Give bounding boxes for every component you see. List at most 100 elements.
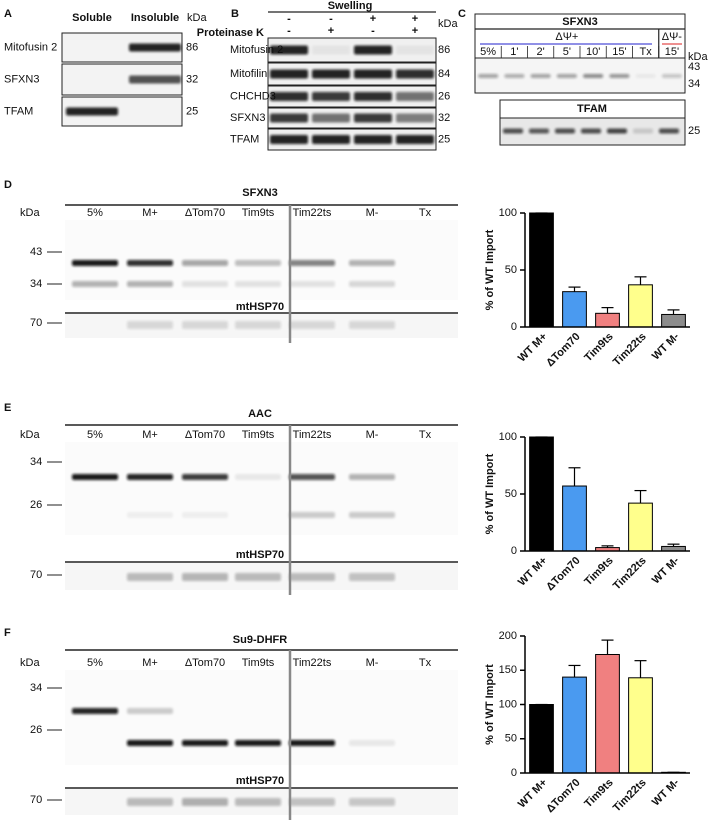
bar bbox=[595, 653, 620, 774]
bar bbox=[628, 284, 653, 328]
band bbox=[235, 260, 281, 266]
band bbox=[129, 75, 181, 84]
band bbox=[235, 798, 281, 806]
x-tick-label: Tim22ts bbox=[611, 331, 649, 369]
x-tick-label: WT M- bbox=[650, 776, 682, 808]
unit-label: kDa bbox=[187, 12, 207, 24]
band bbox=[289, 798, 335, 806]
kda-marker: 70 bbox=[30, 569, 42, 581]
kda-marker: 34 bbox=[30, 456, 42, 468]
band bbox=[349, 474, 395, 480]
band bbox=[127, 798, 173, 806]
blot-strip bbox=[267, 128, 437, 151]
band bbox=[289, 512, 335, 518]
y-tick-label: 0 bbox=[511, 545, 517, 557]
band bbox=[235, 573, 281, 581]
band bbox=[607, 128, 627, 134]
lane-label: 5% bbox=[480, 46, 496, 58]
band bbox=[478, 74, 499, 78]
blot-title: Su9-DHFR bbox=[233, 634, 287, 646]
lane-label: Tim9ts bbox=[242, 429, 275, 441]
band bbox=[581, 128, 601, 134]
unit-label: kDa bbox=[688, 51, 708, 63]
band bbox=[127, 573, 173, 581]
lane-label: 2' bbox=[537, 46, 545, 58]
band bbox=[555, 128, 575, 134]
axis-title: % of WT Import bbox=[484, 229, 496, 310]
band bbox=[349, 321, 395, 329]
sign: - bbox=[287, 13, 291, 25]
band bbox=[72, 260, 118, 266]
blot-area bbox=[65, 670, 458, 765]
lane-label: Tim22ts bbox=[293, 657, 332, 669]
x-tick-label: ΔTom70 bbox=[544, 331, 583, 370]
row-label: Mitofusin 2 bbox=[230, 44, 283, 56]
blot-title: TFAM bbox=[577, 103, 607, 115]
band bbox=[349, 573, 395, 581]
lane-label: 1' bbox=[510, 46, 518, 58]
panel-letter: D bbox=[4, 179, 12, 191]
band bbox=[354, 69, 392, 79]
loading-label: mtHSP70 bbox=[236, 549, 284, 561]
band bbox=[235, 281, 281, 287]
y-tick-label: 50 bbox=[505, 264, 517, 276]
lane-label: 10' bbox=[586, 46, 600, 58]
bar bbox=[529, 212, 554, 328]
panel-letter: E bbox=[4, 402, 11, 414]
bar bbox=[661, 313, 686, 328]
y-tick-label: 50 bbox=[505, 733, 517, 745]
loading-label: mtHSP70 bbox=[236, 301, 284, 313]
band bbox=[72, 708, 118, 714]
blot-strip bbox=[267, 62, 437, 86]
y-tick-label: 100 bbox=[499, 431, 517, 443]
x-tick-label: Tim22ts bbox=[611, 555, 649, 593]
panel-letter: B bbox=[231, 8, 239, 20]
band bbox=[529, 128, 549, 134]
band bbox=[270, 135, 308, 144]
lane-label: ΔTom70 bbox=[185, 657, 225, 669]
bar bbox=[562, 676, 587, 774]
lane-label: 5' bbox=[563, 46, 571, 58]
kda-marker: 70 bbox=[30, 317, 42, 329]
blot-header bbox=[499, 99, 686, 119]
kda-marker: 34 bbox=[30, 278, 42, 290]
band bbox=[633, 128, 653, 134]
band bbox=[289, 260, 335, 266]
band bbox=[396, 92, 434, 101]
band bbox=[349, 281, 395, 287]
band bbox=[349, 260, 395, 266]
lane-label: Tx bbox=[419, 207, 432, 219]
band bbox=[270, 92, 308, 101]
header-label: Swelling bbox=[328, 0, 373, 12]
band bbox=[72, 474, 118, 480]
band bbox=[349, 740, 395, 746]
kda-marker: 70 bbox=[30, 794, 42, 806]
band bbox=[235, 321, 281, 329]
unit-label: kDa bbox=[20, 657, 40, 669]
y-tick-label: 0 bbox=[511, 767, 517, 779]
band bbox=[354, 45, 392, 55]
lane-label: Tim9ts bbox=[242, 657, 275, 669]
band bbox=[182, 798, 228, 806]
kda-marker: 25 bbox=[186, 105, 198, 117]
sign: - bbox=[287, 25, 291, 37]
kda-marker: 26 bbox=[438, 90, 450, 102]
blot-strip bbox=[267, 107, 437, 129]
panel-letter: A bbox=[4, 8, 12, 20]
lane-label: 5% bbox=[87, 657, 103, 669]
lane-label: Tim22ts bbox=[293, 207, 332, 219]
y-tick-label: 150 bbox=[499, 664, 517, 676]
bar bbox=[562, 291, 587, 328]
band bbox=[396, 69, 434, 79]
lane-label: 5% bbox=[87, 429, 103, 441]
band bbox=[312, 135, 350, 144]
band bbox=[129, 43, 181, 52]
band bbox=[354, 135, 392, 144]
condition-label: ΔΨ- bbox=[662, 31, 683, 43]
row-label: Mitofilin bbox=[230, 68, 267, 80]
axis-title: % of WT Import bbox=[484, 664, 496, 745]
band bbox=[312, 45, 350, 55]
band bbox=[72, 281, 118, 287]
